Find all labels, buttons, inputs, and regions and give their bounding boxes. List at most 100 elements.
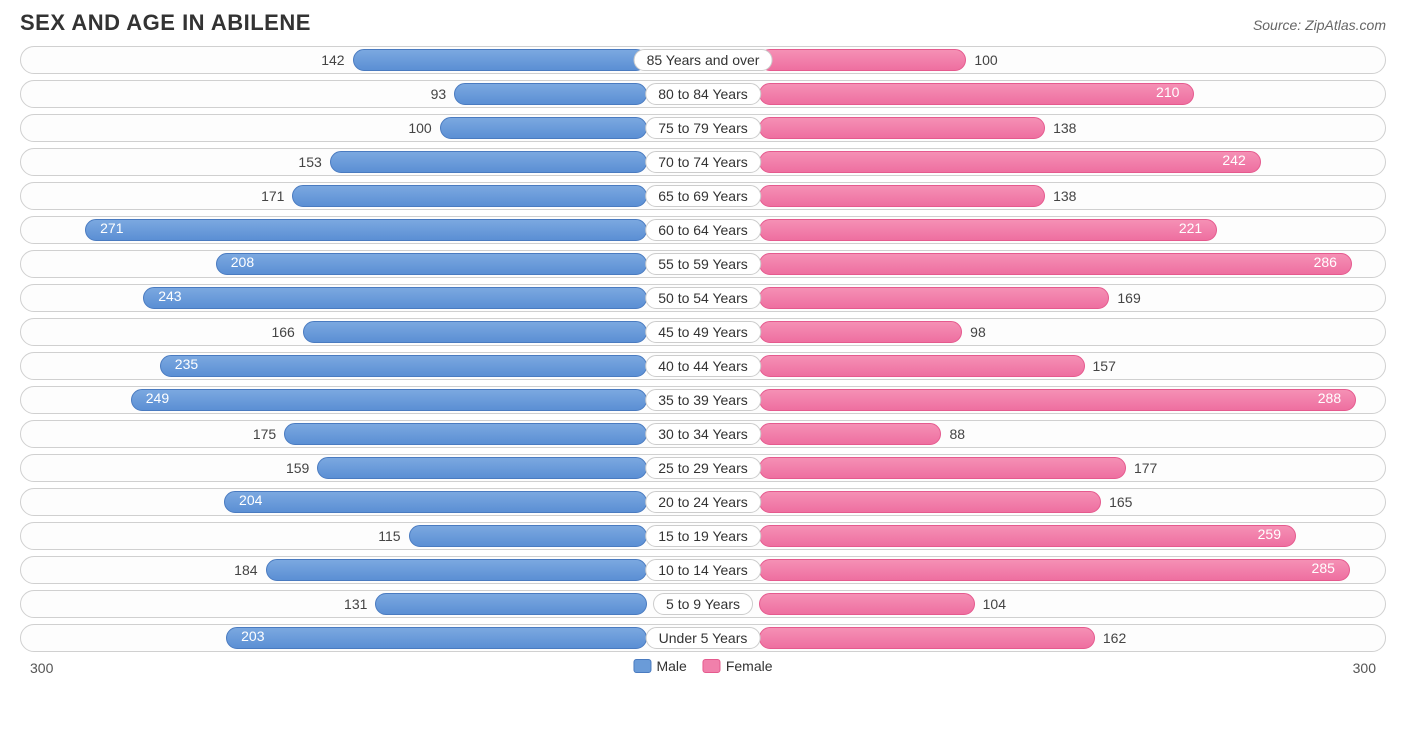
female-value: 169 <box>1109 290 1148 306</box>
female-value: 162 <box>1095 630 1134 646</box>
male-bar: 203 <box>226 627 647 649</box>
male-value: 153 <box>290 154 329 170</box>
male-value: 249 <box>138 390 177 406</box>
female-half: 165 <box>759 490 1381 514</box>
female-value: 88 <box>941 426 973 442</box>
female-value: 104 <box>975 596 1014 612</box>
male-bar <box>409 525 647 547</box>
male-half: 153 <box>25 150 647 174</box>
male-half: 249 <box>25 388 647 412</box>
female-bar: 221 <box>759 219 1217 241</box>
female-bar: 210 <box>759 83 1194 105</box>
pyramid-row: 204 16520 to 24 Years <box>20 488 1386 516</box>
male-half: 93 <box>25 82 647 106</box>
age-category-label: 50 to 54 Years <box>645 287 761 309</box>
age-category-label: Under 5 Years <box>646 627 761 649</box>
female-bar <box>759 321 962 343</box>
pyramid-row: 1758830 to 34 Years <box>20 420 1386 448</box>
female-bar <box>759 627 1095 649</box>
pyramid-row: 14210085 Years and over <box>20 46 1386 74</box>
female-value: 285 <box>1304 560 1343 576</box>
pyramid-row: 1669845 to 49 Years <box>20 318 1386 346</box>
male-bar: 235 <box>160 355 647 377</box>
male-value: 115 <box>370 528 408 544</box>
axis-max-right: 300 <box>1353 660 1376 676</box>
pyramid-row: 20828655 to 59 Years <box>20 250 1386 278</box>
male-bar: 208 <box>216 253 647 275</box>
age-category-label: 25 to 29 Years <box>645 457 761 479</box>
age-category-label: 85 Years and over <box>634 49 773 71</box>
male-bar: 249 <box>131 389 647 411</box>
male-value: 203 <box>233 628 272 644</box>
female-bar <box>759 355 1085 377</box>
female-half: 98 <box>759 320 1381 344</box>
male-half: 166 <box>25 320 647 344</box>
female-value: 177 <box>1126 460 1165 476</box>
female-half: 221 <box>759 218 1381 242</box>
age-category-label: 70 to 74 Years <box>645 151 761 173</box>
pyramid-row: 159 177 25 to 29 Years <box>20 454 1386 482</box>
pyramid-row: 24928835 to 39 Years <box>20 386 1386 414</box>
age-category-label: 20 to 24 Years <box>645 491 761 513</box>
chart-header: SEX AND AGE IN ABILENE Source: ZipAtlas.… <box>20 10 1386 36</box>
female-half: 242 <box>759 150 1381 174</box>
male-value: 175 <box>245 426 284 442</box>
swatch-male <box>633 659 651 673</box>
female-value: 98 <box>962 324 994 340</box>
female-value: 259 <box>1250 526 1289 542</box>
male-value: 93 <box>423 86 455 102</box>
legend-label-male: Male <box>656 658 686 674</box>
male-value: 166 <box>263 324 302 340</box>
male-value: 271 <box>92 220 131 236</box>
female-bar <box>759 491 1101 513</box>
axis-max-left: 300 <box>30 660 53 676</box>
age-category-label: 75 to 79 Years <box>645 117 761 139</box>
female-half: 177 <box>759 456 1381 480</box>
female-bar: 285 <box>759 559 1350 581</box>
male-half: 159 <box>25 456 647 480</box>
male-half: 175 <box>25 422 647 446</box>
female-half: 285 <box>759 558 1381 582</box>
female-half: 157 <box>759 354 1381 378</box>
male-value: 204 <box>231 492 270 508</box>
female-value: 210 <box>1148 84 1187 100</box>
female-bar <box>759 593 975 615</box>
female-half: 138 <box>759 116 1381 140</box>
pyramid-row: 18428510 to 14 Years <box>20 556 1386 584</box>
female-half: 100 <box>759 48 1381 72</box>
female-half: 259 <box>759 524 1381 548</box>
female-half: 169 <box>759 286 1381 310</box>
male-value: 235 <box>167 356 206 372</box>
female-value: 221 <box>1171 220 1210 236</box>
male-bar <box>330 151 647 173</box>
female-half: 210 <box>759 82 1381 106</box>
male-value: 171 <box>253 188 292 204</box>
swatch-female <box>703 659 721 673</box>
female-value: 157 <box>1085 358 1124 374</box>
age-category-label: 35 to 39 Years <box>645 389 761 411</box>
population-pyramid-chart: 14210085 Years and over9321080 to 84 Yea… <box>20 46 1386 652</box>
male-value: 243 <box>150 288 189 304</box>
male-value: 184 <box>226 562 265 578</box>
male-value: 208 <box>223 254 262 270</box>
pyramid-row: 235 157 40 to 44 Years <box>20 352 1386 380</box>
female-half: 88 <box>759 422 1381 446</box>
male-bar: 204 <box>224 491 647 513</box>
female-half: 138 <box>759 184 1381 208</box>
male-value: 131 <box>336 596 375 612</box>
female-value: 138 <box>1045 120 1084 136</box>
source-value: ZipAtlas.com <box>1305 17 1386 33</box>
age-category-label: 5 to 9 Years <box>653 593 753 615</box>
source-label: Source: <box>1253 17 1301 33</box>
male-half: 204 <box>25 490 647 514</box>
legend: Male Female <box>633 658 772 674</box>
female-half: 104 <box>759 592 1381 616</box>
pyramid-row: 203 162 Under 5 Years <box>20 624 1386 652</box>
age-category-label: 40 to 44 Years <box>645 355 761 377</box>
male-bar <box>440 117 647 139</box>
female-bar <box>759 423 941 445</box>
male-half: 100 <box>25 116 647 140</box>
male-bar <box>353 49 647 71</box>
female-value: 242 <box>1214 152 1253 168</box>
age-category-label: 55 to 59 Years <box>645 253 761 275</box>
